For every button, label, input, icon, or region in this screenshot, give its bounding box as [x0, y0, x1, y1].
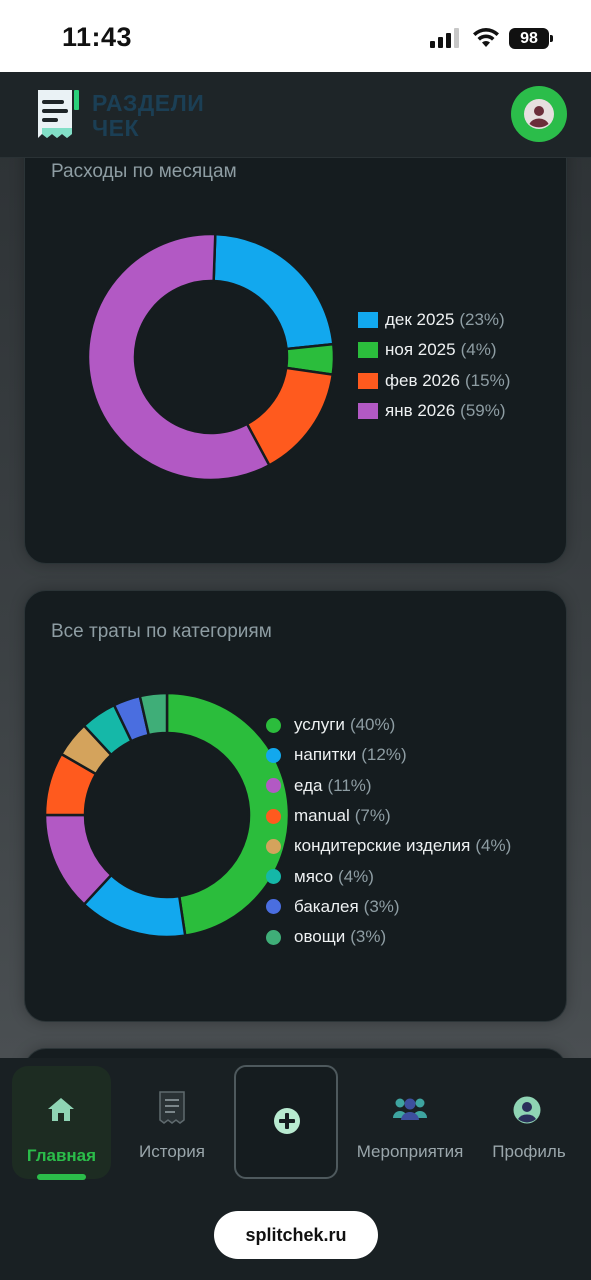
logo-text[interactable]: РАЗДЕЛИ ЧЕК: [92, 91, 204, 141]
legend-swatch: [358, 312, 378, 329]
nav-home-label: Главная: [26, 1146, 97, 1165]
legend-item[interactable]: мясо (4%): [266, 861, 511, 891]
legend-percent: (40%): [349, 715, 396, 735]
signal-icon: [430, 28, 459, 48]
legend-percent: (7%): [354, 806, 391, 826]
card-title: Все траты по категориям: [51, 621, 272, 642]
legend-label: овощи: [294, 927, 346, 947]
legend-swatch: [266, 899, 281, 915]
wifi-icon: [473, 28, 499, 47]
donut-slice-1[interactable]: [165, 691, 291, 938]
legend-label: бакалея: [294, 896, 359, 916]
nav-events-label: Мероприятия: [356, 1142, 464, 1161]
avatar-button[interactable]: [511, 86, 567, 142]
nav-home[interactable]: Главная: [12, 1066, 111, 1180]
group-icon: [393, 1098, 427, 1120]
category-expenses-card: Все траты по категориям услуги (40%) напит…: [24, 590, 567, 1022]
donut-slice-4[interactable]: [86, 232, 272, 482]
legend-label: кондитерские изделия: [294, 836, 471, 856]
add-receipt-button[interactable]: [234, 1065, 338, 1179]
legend-item[interactable]: янв 2026 (59%): [358, 396, 510, 426]
legend-percent: (15%): [465, 370, 511, 390]
legend-label: ноя 2025: [385, 340, 456, 360]
nav-history-label: История: [139, 1142, 205, 1161]
url-bar[interactable]: splitchek.ru: [214, 1211, 378, 1259]
nav-events[interactable]: Мероприятия: [348, 1066, 472, 1179]
legend-percent: (11%): [327, 775, 372, 795]
profile-icon: [513, 1096, 541, 1124]
legend-label: напитки: [294, 745, 357, 765]
battery-icon: 98: [509, 28, 553, 49]
legend-item[interactable]: напитки (12%): [266, 740, 511, 770]
legend-swatch: [266, 869, 281, 885]
home-icon: [48, 1098, 74, 1121]
monthly-expenses-card: Расходы по месяцам дек 2025 (23%) ноя 2025…: [24, 128, 567, 564]
legend-percent: (4%): [460, 340, 497, 360]
legend-label: фев 2026: [385, 370, 461, 390]
legend-label: еда: [294, 775, 323, 795]
monthly-donut-chart: [86, 232, 336, 482]
legend-swatch: [266, 717, 281, 733]
legend-percent: (12%): [361, 745, 407, 765]
status-bar: 11:43 98: [0, 0, 591, 72]
legend-swatch: [358, 342, 378, 359]
legend-percent: (59%): [460, 401, 506, 421]
monthly-legend: дек 2025 (23%) ноя 2025 (4%) фев 2026 (15%) ян…: [358, 305, 510, 426]
legend-label: мясо: [294, 866, 334, 886]
category-legend: услуги (40%) напитки (12%) еда (11%) manual (7%…: [266, 710, 511, 952]
status-time: 11:43: [62, 22, 133, 52]
receipt-logo-icon[interactable]: [36, 88, 82, 142]
user-avatar-icon: [524, 99, 554, 129]
active-indicator: [37, 1174, 86, 1180]
legend-percent: (23%): [459, 310, 505, 330]
legend-label: manual: [294, 806, 350, 826]
legend-swatch: [266, 838, 281, 854]
legend-item[interactable]: бакалея (3%): [266, 892, 511, 922]
legend-item[interactable]: услуги (40%): [266, 710, 511, 740]
legend-item[interactable]: фев 2026 (15%): [358, 366, 510, 396]
legend-swatch: [266, 747, 281, 763]
legend-label: дек 2025: [385, 310, 455, 330]
plus-circle-icon: [274, 1108, 300, 1134]
legend-percent: (4%): [338, 866, 374, 886]
nav-profile[interactable]: Профиль: [484, 1066, 574, 1179]
legend-percent: (4%): [475, 836, 512, 856]
legend-percent: (3%): [363, 896, 400, 916]
card-title: Расходы по месяцам: [51, 161, 237, 182]
legend-item[interactable]: дек 2025 (23%): [358, 305, 510, 335]
receipt-icon: [159, 1091, 185, 1124]
legend-item[interactable]: manual (7%): [266, 801, 511, 831]
legend-percent: (3%): [350, 927, 387, 947]
logo-line-1: РАЗДЕЛИ: [92, 90, 205, 116]
nav-profile-label: Профиль: [492, 1142, 566, 1161]
legend-item[interactable]: еда (11%): [266, 771, 511, 801]
legend-label: услуги: [294, 715, 345, 735]
legend-item[interactable]: кондитерские изделия (4%): [266, 831, 511, 861]
legend-label: янв 2026: [385, 401, 456, 421]
legend-swatch: [266, 808, 281, 824]
legend-swatch: [358, 403, 378, 420]
app-header: РАЗДЕЛИ ЧЕК: [0, 72, 591, 158]
logo-line-2: ЧЕК: [92, 115, 140, 141]
legend-item[interactable]: ноя 2025 (4%): [358, 335, 510, 365]
nav-history[interactable]: История: [126, 1066, 218, 1179]
legend-swatch: [266, 929, 281, 945]
legend-swatch: [358, 372, 378, 389]
donut-slice-1[interactable]: [212, 232, 335, 351]
category-donut-chart: [43, 691, 291, 939]
legend-swatch: [266, 778, 281, 794]
legend-item[interactable]: овощи (3%): [266, 922, 511, 952]
